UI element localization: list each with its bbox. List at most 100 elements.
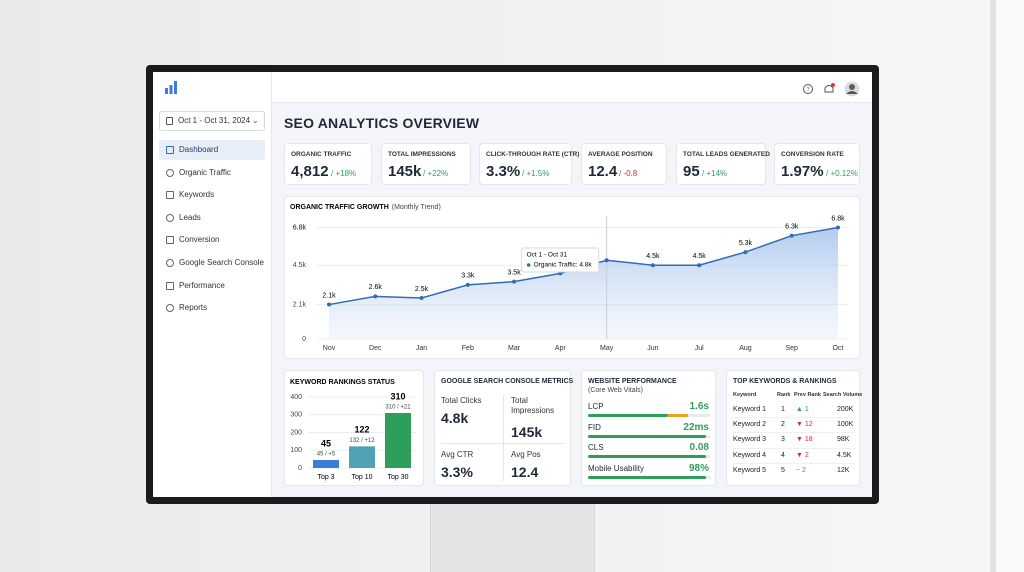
tooltip-label: Organic Traffic: 4.8k (534, 262, 593, 269)
kpi-card: CLICK-THROUGH RATE (CTR) 3.3% / +1.5% (479, 143, 579, 185)
metric-label: LCP (588, 402, 604, 411)
nav-item[interactable]: Leads (159, 208, 265, 228)
metric-value: 22ms (683, 421, 709, 433)
nav-icon (166, 304, 174, 313)
metric-value: 1.6s (689, 401, 709, 412)
kpi-label: TOTAL LEADS GENERATED (683, 151, 770, 158)
x-tick-label: Mar (508, 345, 521, 352)
x-tick-label: Top 30 (387, 474, 408, 481)
x-tick-label: Top 10 (351, 474, 372, 481)
point (465, 282, 470, 287)
kpi-label: CONVERSION RATE (781, 151, 844, 158)
kpi-change: / -0.8 (619, 169, 638, 178)
kpi-value: 3.3% (486, 163, 521, 180)
svg-text:?: ? (806, 87, 810, 93)
column-header: Prev Rank (794, 392, 821, 398)
metric-label: Avg Pos (511, 450, 541, 459)
y-tick-label: 200 (290, 429, 302, 436)
web-performance-card: WEBSITE PERFORMANCE (Core Web Vitals) LCP 1… (581, 370, 716, 486)
panel-title: WEBSITE PERFORMANCE (588, 378, 677, 385)
panel-subtitle: (Core Web Vitals) (588, 387, 643, 394)
logo (165, 81, 177, 94)
metric-value: 12.4 (511, 464, 539, 480)
search-console-card: GOOGLE SEARCH CONSOLE METRICS Total Click… (434, 370, 573, 486)
calendar-icon (166, 117, 173, 125)
kpi-change: / +14% (702, 169, 728, 178)
x-tick-label: Feb (462, 345, 474, 352)
nav-item[interactable]: Reports (159, 298, 265, 318)
header-icons[interactable]: ? (800, 80, 862, 98)
date-range: Oct 1 - Oct 31, 2024 (178, 116, 251, 125)
panel-title: TOP KEYWORDS & RANKINGS (733, 378, 837, 385)
x-tick-label: Sep (785, 345, 798, 352)
table-cell: 4 (781, 451, 785, 459)
y-tick-label: 400 (290, 394, 302, 401)
chart-title: KEYWORD RANKINGS STATUS (290, 379, 395, 386)
window-light (990, 0, 1024, 572)
divider (503, 395, 504, 481)
bar-detail: 310 / +21 (385, 405, 411, 411)
nav-label: Leads (179, 212, 201, 222)
progress-warn (668, 414, 688, 417)
tooltip-dot (526, 263, 531, 267)
point (789, 233, 794, 238)
point (836, 225, 840, 230)
column-header: Keyword (733, 392, 757, 398)
x-tick-label: Jun (647, 345, 658, 352)
table-cell: 5 (781, 466, 785, 474)
nav-icon (166, 146, 174, 154)
metric-label: Total Clicks (441, 396, 482, 405)
table-cell: 12K (837, 466, 850, 474)
table-cell: 100K (837, 421, 854, 429)
row-divider (733, 447, 855, 449)
nav-item[interactable]: Dashboard (159, 140, 265, 160)
table-cell: ▲ 1 (796, 406, 809, 413)
table-cell: 98K (837, 436, 850, 444)
date-range-picker[interactable]: Oct 1 - Oct 31, 2024 ⌄ (159, 111, 265, 131)
metric-value: 3.3% (441, 464, 473, 480)
point (419, 296, 424, 300)
data-label: 310 (390, 391, 405, 401)
y-tick-label: 4.5k (293, 262, 307, 269)
data-label: 122 (354, 425, 369, 435)
nav-label: Google Search Console (179, 258, 264, 267)
data-label: 3.5k (507, 269, 521, 276)
nav-item[interactable]: Performance (159, 276, 265, 296)
progress-fill (588, 434, 706, 438)
data-label: 45 (321, 438, 331, 448)
kpi-change: / +0.12% (826, 169, 858, 178)
metric-label: Mobile Usability (588, 463, 645, 473)
nav-item[interactable]: Conversion (159, 230, 265, 250)
nav-icon (166, 168, 174, 177)
nav-label: Reports (179, 303, 208, 313)
table-cell: Keyword 2 (733, 421, 767, 429)
tooltip (521, 247, 600, 273)
table-cell: 4.5K (837, 451, 852, 459)
nav-item[interactable]: Google Search Console (159, 253, 265, 273)
progress-fill (588, 414, 668, 417)
row-divider (733, 417, 855, 419)
nav-label: Conversion (179, 235, 220, 245)
data-label: 4.5k (646, 253, 660, 260)
nav-item[interactable]: Organic Traffic (159, 163, 265, 183)
kpi-change: / +18% (331, 169, 357, 178)
kpi-card: CONVERSION RATE 1.97% / +0.12% (774, 143, 860, 185)
traffic-chart: ORGANIC TRAFFIC GROWTH (Monthly Trend) 0 2.… (290, 204, 848, 352)
table-cell: 3 (781, 436, 785, 444)
data-label: 2.6k (369, 284, 383, 291)
bar-detail: 132 / +12 (349, 438, 375, 444)
metric-value: 145k (511, 424, 543, 440)
x-tick-label: Top 3 (317, 474, 334, 481)
y-tick-label: 0 (302, 336, 306, 343)
nav-item[interactable]: Keywords (159, 185, 265, 205)
topbar (272, 72, 872, 103)
nav-icon (166, 259, 174, 267)
bar (349, 446, 375, 468)
y-tick-label: 300 (290, 412, 302, 419)
nav-label: Performance (179, 280, 225, 290)
chart-title: ORGANIC TRAFFIC GROWTH (290, 204, 389, 211)
point (512, 279, 517, 284)
kpi-card: AVERAGE POSITION 12.4/ -0.8 (581, 143, 667, 185)
column-header: Rank (777, 392, 791, 398)
